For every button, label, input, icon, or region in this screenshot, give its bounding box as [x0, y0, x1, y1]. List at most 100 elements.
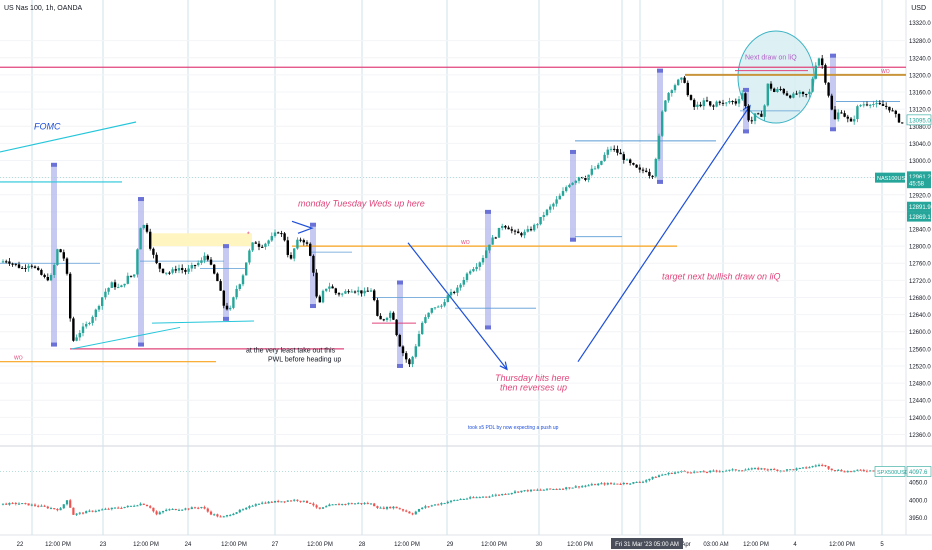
trend-line	[577, 105, 751, 363]
sub-candle-body	[155, 511, 158, 515]
price-tick-label: 13160.0	[909, 91, 931, 97]
sub-candle-body	[325, 506, 328, 508]
candle-body	[149, 231, 152, 249]
price-tag-bg	[907, 17, 931, 28]
candle-body	[286, 240, 289, 255]
sub-candle-body	[24, 503, 27, 505]
candle-body	[491, 237, 494, 245]
candle-body	[382, 319, 385, 321]
sub-candle-body	[757, 468, 760, 470]
sub-candle-body	[1, 503, 5, 505]
candle-body	[613, 148, 616, 150]
sub-candle-body	[411, 513, 414, 515]
sub-candle-body	[104, 508, 107, 510]
candle-body	[859, 105, 862, 107]
time-tick-label: 12:00 PM	[481, 542, 507, 548]
sub-candle-body	[302, 500, 305, 502]
sub-candle-body	[574, 486, 577, 488]
sub-last-tag: 4097.6	[909, 470, 928, 476]
candle-body	[427, 312, 430, 318]
candle-body	[641, 169, 645, 171]
sub-candle-body	[766, 469, 769, 471]
candle-body	[571, 182, 574, 185]
candle-body	[232, 297, 235, 308]
sub-candle-body	[430, 505, 433, 507]
sub-candle-body	[257, 503, 261, 505]
candle-body	[437, 306, 440, 308]
sub-candle-body	[197, 507, 200, 509]
time-tick-label: 22	[17, 542, 24, 548]
sub-candle-body	[501, 493, 504, 496]
candle-body	[862, 104, 865, 106]
currency-label: USD	[911, 5, 926, 12]
candle-body	[744, 93, 747, 107]
candle-body	[293, 248, 296, 259]
annotation-text: WO	[881, 69, 890, 75]
sub-candle-body	[821, 464, 824, 466]
sub-candle-body	[529, 489, 533, 492]
sub-candle-body	[670, 472, 673, 474]
sub-candle-body	[417, 509, 421, 512]
price-tick-label: 13000.0	[909, 159, 931, 165]
candle-body	[296, 239, 299, 249]
sub-candle-body	[318, 507, 321, 509]
sub-candle-body	[206, 508, 209, 512]
sub-candle-body	[334, 504, 337, 506]
sub-candle-body	[744, 469, 747, 471]
sub-candle-body	[801, 467, 805, 469]
price-tick-label: 13280.0	[909, 39, 931, 45]
candle-body	[552, 203, 555, 207]
range-bar	[830, 55, 836, 130]
sub-candle-body	[232, 513, 235, 516]
sub-candle-body	[443, 503, 446, 505]
range-bar	[570, 151, 576, 240]
sub-candle-body	[113, 507, 117, 509]
candle-body	[33, 266, 37, 268]
candle-body	[699, 104, 702, 107]
candle-body	[545, 209, 549, 216]
candle-body	[875, 103, 878, 105]
sub-candle-body	[14, 502, 17, 504]
candle-body	[811, 78, 814, 92]
candle-body	[363, 290, 366, 294]
sub-candle-body	[862, 470, 865, 472]
liquidity-circle	[737, 30, 815, 124]
time-marker-bg	[611, 538, 683, 549]
sub-candle-body	[571, 487, 574, 489]
candle-body	[763, 105, 766, 117]
candle-body	[120, 285, 123, 288]
candle-body	[590, 168, 593, 175]
candle-body	[165, 272, 168, 274]
sub-candle-body	[856, 469, 859, 471]
candle-body	[757, 113, 760, 115]
candle-body	[472, 268, 475, 272]
candle-body	[229, 307, 232, 310]
sub-candle-body	[142, 503, 145, 505]
candle-body	[190, 265, 193, 269]
sub-candle-body	[8, 502, 11, 505]
sub-candle-body	[712, 470, 715, 472]
candle-body	[411, 356, 414, 365]
candle-body	[1, 261, 5, 263]
candle-body	[113, 282, 117, 288]
candle-body	[894, 110, 897, 115]
candle-body	[168, 272, 171, 274]
candle-body	[264, 243, 267, 247]
sub-candle-body	[750, 468, 753, 470]
sub-candle-body	[622, 482, 625, 485]
candle-body	[421, 322, 424, 335]
sub-candle-body	[149, 506, 152, 508]
sub-candle-body	[869, 470, 872, 472]
sub-candle-body	[542, 489, 545, 491]
sub-candle-body	[613, 483, 616, 485]
sub-price-tick-label: 4050.0	[909, 481, 928, 487]
sub-price-tick-label: 3950.0	[909, 516, 928, 522]
sub-candle-body	[773, 469, 776, 471]
candle-body	[603, 154, 606, 161]
candle-body	[523, 231, 526, 236]
time-marker-label: Fri 31 Mar '23 05:00 AM	[615, 542, 679, 548]
candle-body	[174, 269, 177, 271]
sub-candle-body	[171, 508, 174, 510]
time-tick-label: 12:00 PM	[221, 542, 247, 548]
